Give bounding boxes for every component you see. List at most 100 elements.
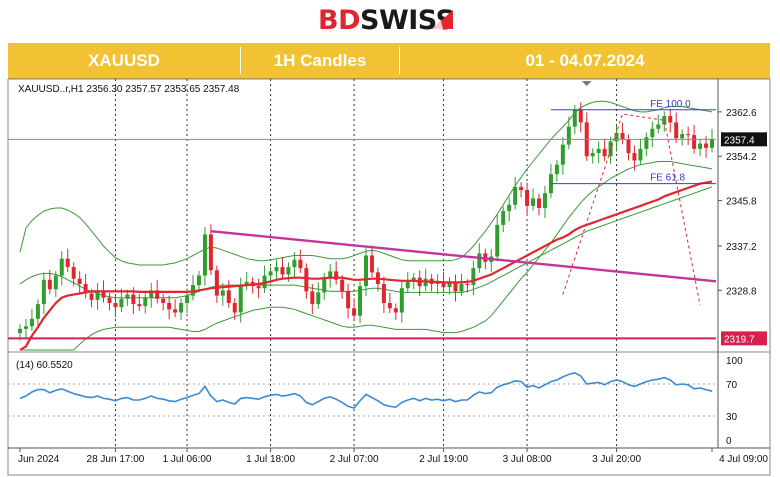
candle-body	[71, 267, 76, 279]
brand-flag-icon	[432, 10, 453, 29]
candle-body	[149, 290, 154, 298]
brand-prefix: BD	[318, 5, 361, 36]
candle-body	[173, 309, 178, 313]
candle-body	[572, 109, 577, 127]
chart-frame	[7, 78, 771, 476]
candle-body	[268, 271, 273, 276]
candle-body	[704, 143, 709, 148]
candle-body	[23, 326, 28, 329]
candle-body	[644, 137, 649, 149]
symbol-title: XAUUSD	[88, 51, 160, 70]
candle-body	[465, 284, 470, 286]
candle-body	[238, 285, 243, 313]
candle-body	[495, 224, 500, 257]
candle-body	[226, 290, 231, 304]
candle-body	[501, 211, 506, 225]
rsi-tick-label: 100	[726, 356, 743, 367]
candle-body	[113, 303, 118, 308]
bollinger-upper-line	[19, 100, 713, 266]
candle-body	[358, 286, 363, 316]
support-label: 2319.7	[724, 334, 755, 345]
price-tick-label: 2362.6	[726, 108, 757, 119]
candle-body	[214, 270, 219, 296]
candle-body	[316, 292, 321, 305]
candle-body	[179, 303, 184, 313]
candle-body	[53, 275, 58, 290]
time-tick-label: 3 Jul 20:00	[592, 454, 641, 465]
candle-body	[698, 143, 703, 149]
candle-body	[352, 308, 357, 316]
rsi-label: (14) 60.5520	[16, 360, 73, 371]
candle-body	[554, 164, 559, 175]
candle-body	[161, 298, 166, 304]
candle-body	[632, 153, 637, 161]
rsi-panel: 100 70 30 0	[8, 356, 743, 447]
candle-body	[328, 271, 333, 278]
candle-body	[537, 198, 541, 208]
candle-body	[364, 255, 368, 287]
price-tick-label: 2337.2	[726, 242, 757, 253]
candle-body	[208, 234, 213, 271]
candle-body	[441, 281, 446, 288]
brand-header: BDSWISS	[0, 0, 780, 42]
candle-body	[95, 290, 100, 300]
candle-body	[626, 139, 631, 154]
timeframe-title: 1H Candles	[273, 51, 367, 70]
candle-body	[18, 328, 22, 334]
candle-body	[119, 298, 124, 308]
rsi-tick-label: 70	[726, 380, 738, 391]
candle-body	[185, 295, 190, 304]
candle-body	[107, 297, 112, 304]
price-tick-label: 2345.8	[726, 197, 757, 208]
candle-body	[89, 293, 94, 300]
projection-dashed-line	[562, 113, 701, 306]
candle-body	[101, 290, 106, 298]
candle-body	[566, 126, 571, 145]
candle-body	[662, 116, 667, 125]
title-bar: XAUUSD 1H Candles 01 - 04.07.2024	[8, 43, 770, 79]
marker-triangle-icon	[581, 81, 592, 86]
time-tick-label: 4 Jul 09:00	[719, 454, 768, 465]
candle-body	[274, 267, 279, 272]
candle-body	[459, 284, 464, 292]
candle-body	[477, 253, 482, 269]
price-tick-label: 2328.8	[726, 286, 757, 297]
candle-body	[531, 198, 536, 206]
price-tick-label: 2354.2	[726, 152, 757, 163]
bollinger-lower-line	[20, 161, 713, 351]
candle-body	[125, 294, 130, 299]
candle-body	[304, 268, 309, 292]
time-tick-label: 2 Jul 07:00	[330, 454, 379, 465]
brand-logo-text: BDSWISS	[318, 5, 455, 36]
candlesticks	[18, 102, 714, 341]
candle-body	[244, 281, 249, 286]
candle-body	[202, 234, 207, 276]
candle-body	[137, 304, 142, 307]
candle-body	[650, 128, 655, 138]
candle-body	[519, 186, 524, 191]
time-axis: Jun 2024 28 Jun 17:00 1 Jul 06:00 1 Jul 18:…	[8, 447, 770, 465]
candle-body	[310, 291, 315, 305]
candle-body	[602, 148, 607, 157]
candle-body	[346, 291, 351, 309]
time-tick-label: 3 Jul 08:00	[503, 454, 552, 465]
candle-body	[286, 267, 291, 275]
date-range-title: 01 - 04.07.2024	[525, 51, 645, 70]
candle-body	[590, 153, 595, 157]
fibo-level-label: FE 61.8	[650, 173, 685, 184]
title-separator	[399, 47, 400, 74]
candle-body	[620, 132, 625, 140]
candle-body	[692, 135, 697, 149]
candle-body	[322, 277, 327, 293]
candle-body	[507, 204, 512, 212]
candle-body	[155, 290, 160, 299]
fibo-level-label: FE 100.0	[650, 99, 691, 110]
candle-body	[578, 109, 583, 123]
last-price-badge	[721, 132, 767, 147]
candle-body	[560, 144, 565, 165]
candle-body	[77, 278, 82, 284]
time-tick-label: 1 Jul 18:00	[246, 454, 295, 465]
candle-body	[59, 258, 64, 276]
candle-body	[674, 122, 679, 139]
